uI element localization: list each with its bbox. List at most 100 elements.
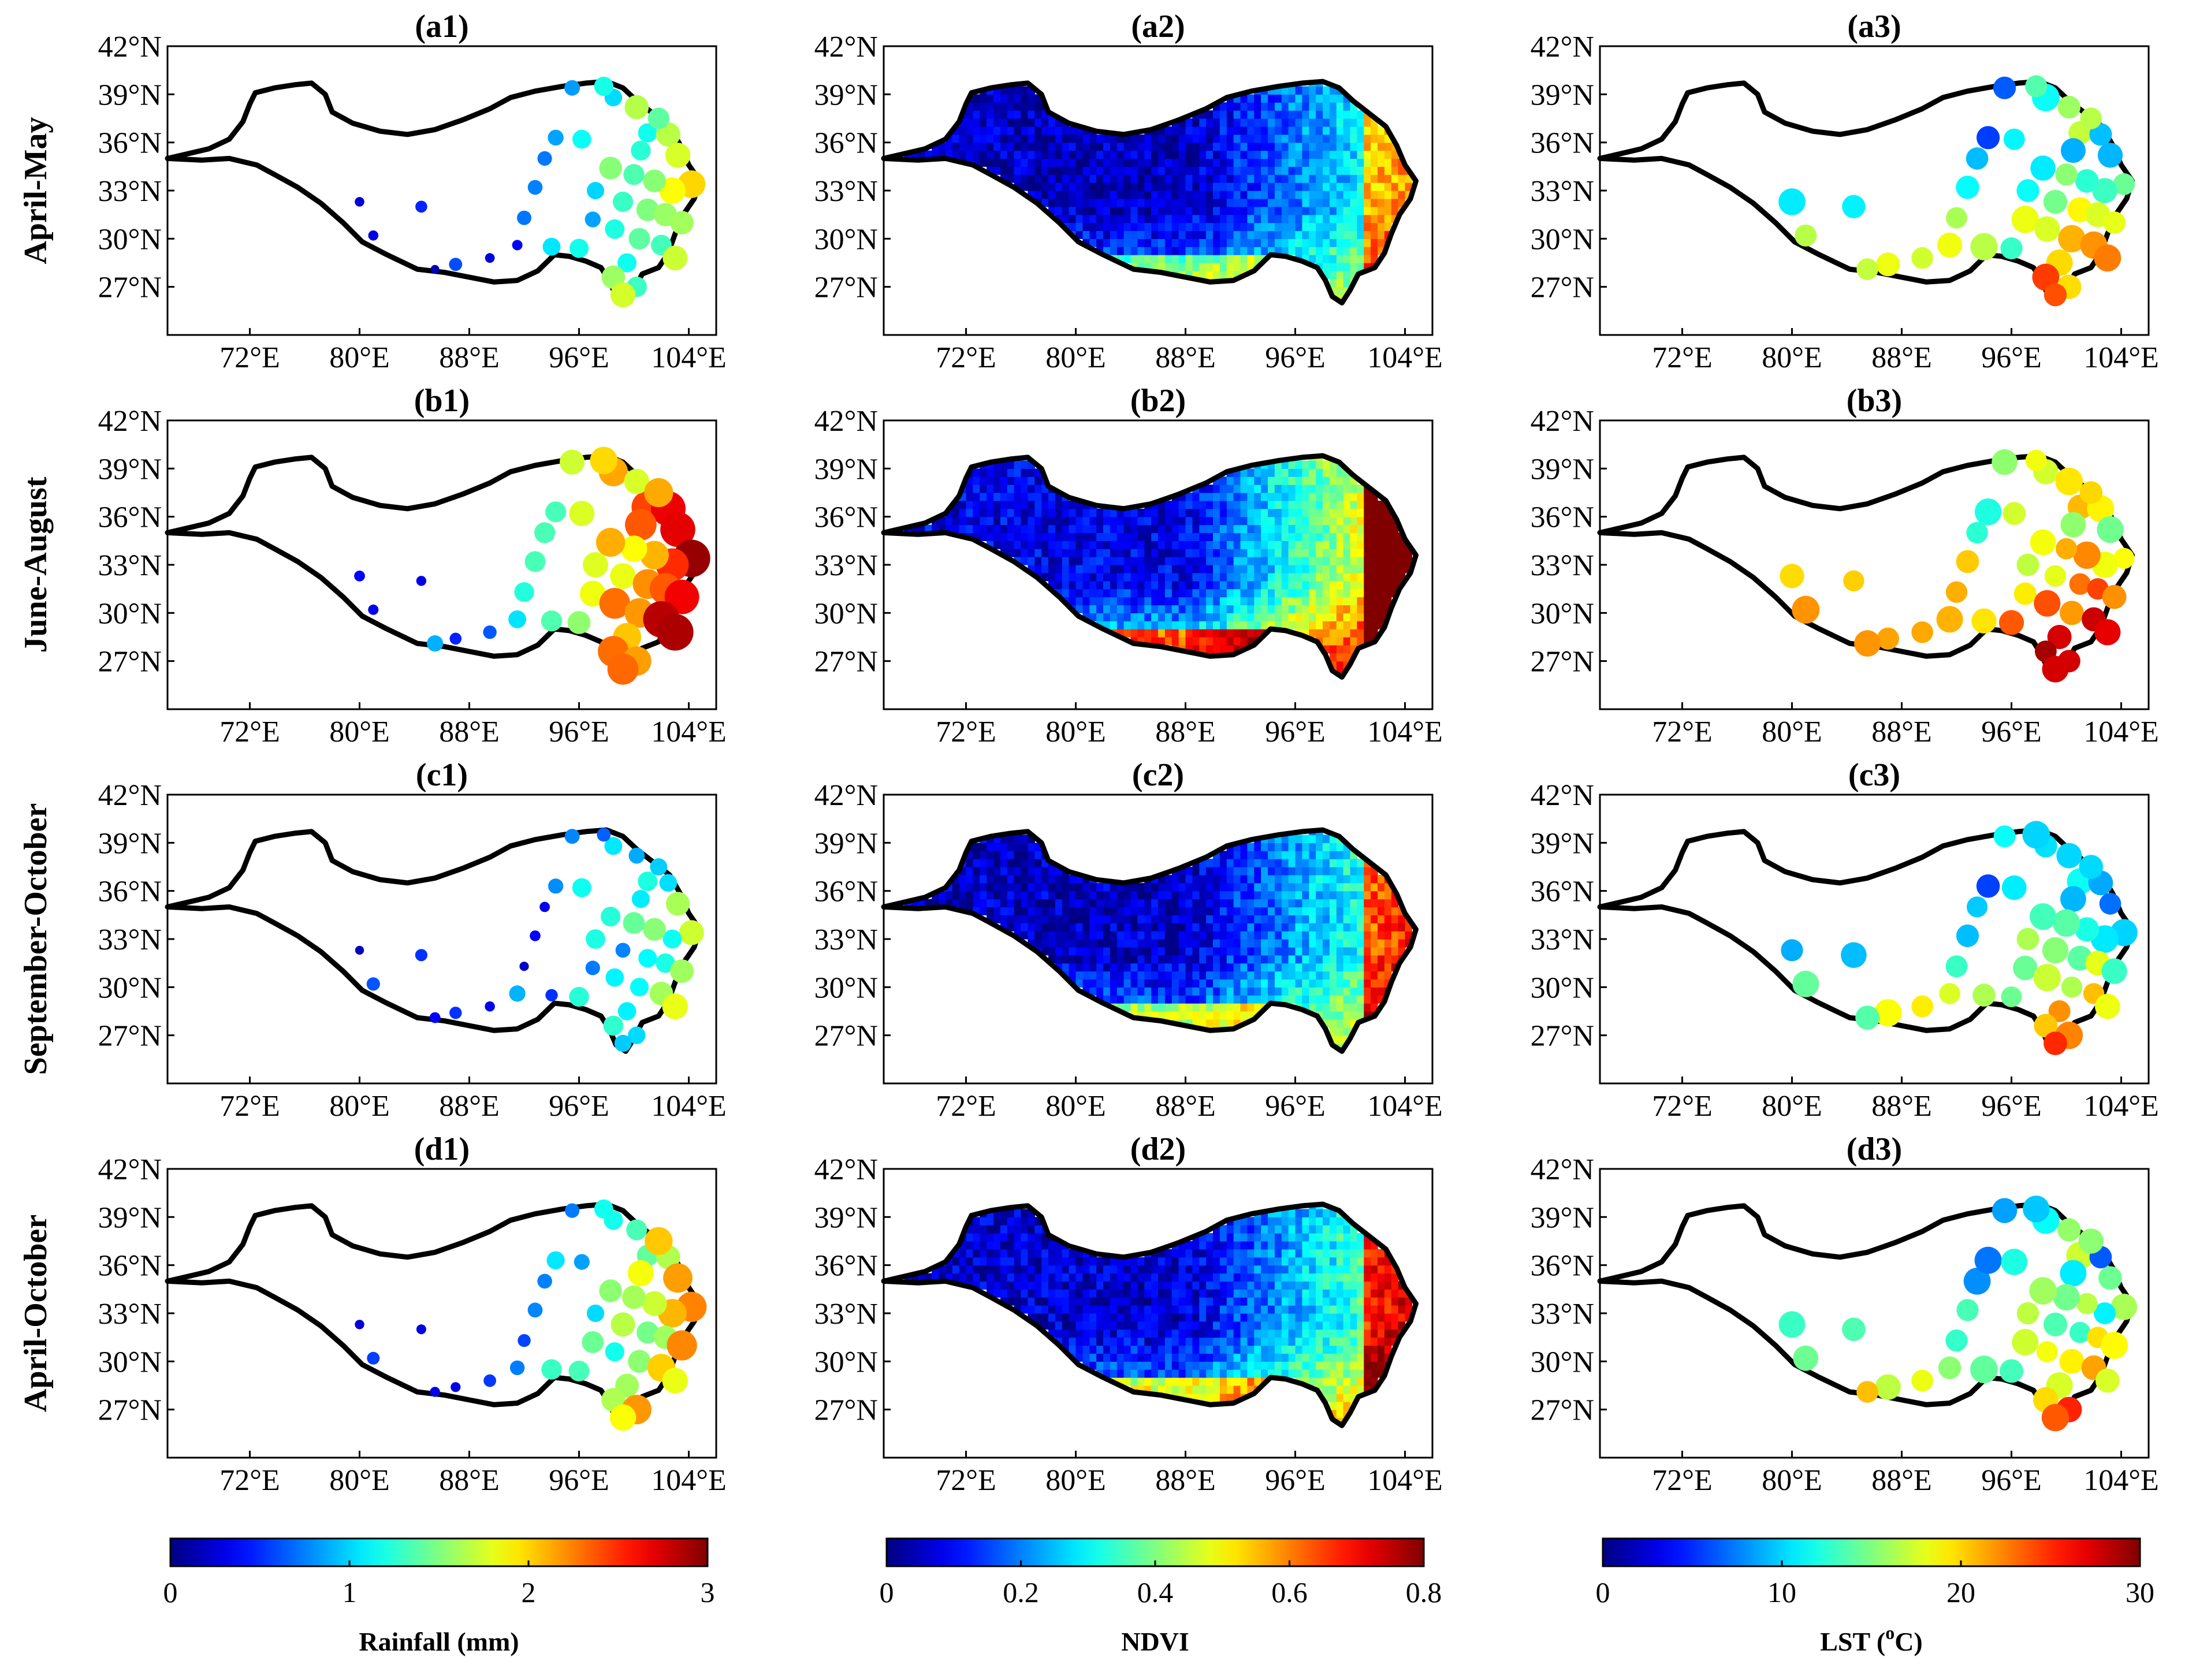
x-tick-label: 104°E bbox=[1367, 1090, 1443, 1123]
x-tick-label: 88°E bbox=[1871, 341, 1932, 374]
station-dot bbox=[662, 993, 688, 1019]
x-tick-label: 88°E bbox=[1871, 716, 1932, 748]
x-tick-label: 104°E bbox=[2083, 716, 2159, 748]
station-dot bbox=[631, 140, 650, 160]
y-tick-label: 36°N bbox=[98, 501, 162, 534]
station-dot bbox=[657, 614, 694, 651]
y-tick-label: 39°N bbox=[814, 827, 878, 860]
panel-title: (a3) bbox=[1847, 9, 1901, 44]
x-tick-label: 80°E bbox=[1762, 1090, 1822, 1123]
station-dot bbox=[355, 1320, 364, 1329]
x-tick-label: 72°E bbox=[936, 1090, 996, 1123]
station-dot bbox=[1779, 1311, 1806, 1338]
station-dot bbox=[2001, 986, 2022, 1007]
station-dot bbox=[1946, 955, 1968, 977]
station-dot bbox=[2017, 928, 2039, 951]
station-dot bbox=[1938, 1357, 1961, 1379]
y-tick-label: 33°N bbox=[98, 175, 162, 208]
station-dot bbox=[1966, 522, 1987, 543]
panel-title: (a1) bbox=[415, 9, 468, 44]
station-dot bbox=[601, 907, 620, 926]
station-dot bbox=[2016, 179, 2039, 202]
station-dot bbox=[2053, 909, 2080, 937]
x-tick-label: 104°E bbox=[1367, 1464, 1443, 1497]
row-label: September-October bbox=[18, 803, 54, 1075]
station-dot bbox=[1875, 1374, 1901, 1400]
station-dot bbox=[1970, 233, 1997, 260]
y-tick-label: 27°N bbox=[98, 1020, 162, 1053]
station-dot bbox=[2034, 590, 2060, 617]
station-dot bbox=[1946, 207, 1967, 229]
station-dot bbox=[2057, 1218, 2080, 1241]
station-dot bbox=[1992, 1198, 2017, 1223]
panel-title: (d1) bbox=[414, 1131, 470, 1167]
y-tick-label: 33°N bbox=[814, 175, 878, 208]
y-tick-label: 27°N bbox=[814, 1394, 878, 1427]
station-dot bbox=[587, 1305, 604, 1322]
station-dot bbox=[625, 509, 657, 541]
station-dot bbox=[1939, 983, 1960, 1004]
station-dot bbox=[616, 943, 631, 958]
station-dot bbox=[638, 871, 657, 891]
y-tick-label: 42°N bbox=[98, 405, 162, 438]
station-dot bbox=[449, 258, 462, 271]
station-dot bbox=[547, 1251, 565, 1269]
y-tick-label: 36°N bbox=[814, 876, 878, 908]
y-tick-label: 33°N bbox=[814, 1298, 878, 1331]
y-tick-label: 42°N bbox=[1531, 1153, 1594, 1186]
y-tick-label: 42°N bbox=[98, 1153, 162, 1186]
row-label: April-October bbox=[18, 1215, 54, 1412]
station-dot bbox=[618, 1002, 637, 1020]
y-tick-label: 39°N bbox=[1531, 827, 1594, 860]
station-dot bbox=[1937, 233, 1962, 258]
y-tick-label: 36°N bbox=[814, 127, 878, 160]
y-tick-label: 27°N bbox=[98, 271, 162, 304]
station-dot bbox=[2100, 893, 2121, 915]
station-dot bbox=[2073, 542, 2100, 569]
y-tick-label: 33°N bbox=[1531, 1298, 1594, 1331]
station-dot bbox=[2061, 138, 2086, 163]
station-dot bbox=[415, 949, 427, 961]
station-dot bbox=[645, 1227, 673, 1256]
station-dot bbox=[525, 551, 546, 572]
x-tick-label: 72°E bbox=[936, 341, 996, 374]
station-dot bbox=[537, 1274, 552, 1289]
station-dot bbox=[605, 219, 624, 239]
station-dot bbox=[599, 157, 621, 179]
station-dot bbox=[483, 625, 496, 639]
station-dot bbox=[2012, 1329, 2038, 1355]
station-dot bbox=[599, 1279, 622, 1302]
station-dot bbox=[574, 1254, 590, 1270]
x-tick-label: 96°E bbox=[1265, 341, 1326, 374]
x-tick-label: 80°E bbox=[1045, 1090, 1106, 1123]
x-tick-label: 96°E bbox=[549, 341, 609, 374]
y-tick-label: 30°N bbox=[1531, 223, 1594, 256]
station-dot bbox=[565, 829, 580, 844]
y-tick-label: 42°N bbox=[1531, 405, 1594, 438]
x-tick-label: 72°E bbox=[1652, 341, 1713, 374]
station-dot bbox=[610, 1405, 636, 1431]
station-dot bbox=[2029, 1277, 2056, 1304]
colorbar-tick-label: 0.2 bbox=[1003, 1576, 1039, 1608]
station-dot bbox=[1975, 498, 2001, 525]
station-dot bbox=[2025, 75, 2047, 97]
x-tick-label: 96°E bbox=[549, 1464, 609, 1497]
station-dot bbox=[1856, 1381, 1878, 1403]
panel-title: (c1) bbox=[416, 757, 468, 793]
station-dot bbox=[1854, 630, 1881, 657]
station-dot bbox=[2042, 1404, 2069, 1431]
station-dot bbox=[2000, 1359, 2023, 1383]
station-dot bbox=[2080, 107, 2102, 129]
y-tick-label: 36°N bbox=[1531, 1250, 1594, 1283]
x-tick-label: 80°E bbox=[1045, 1464, 1106, 1497]
station-dot bbox=[569, 1361, 590, 1381]
y-tick-label: 33°N bbox=[814, 923, 878, 956]
panel-title: (d2) bbox=[1130, 1131, 1186, 1167]
station-dot bbox=[1956, 550, 1979, 573]
x-tick-label: 80°E bbox=[1045, 341, 1106, 374]
station-dot bbox=[541, 610, 562, 631]
station-dot bbox=[1911, 1370, 1933, 1392]
